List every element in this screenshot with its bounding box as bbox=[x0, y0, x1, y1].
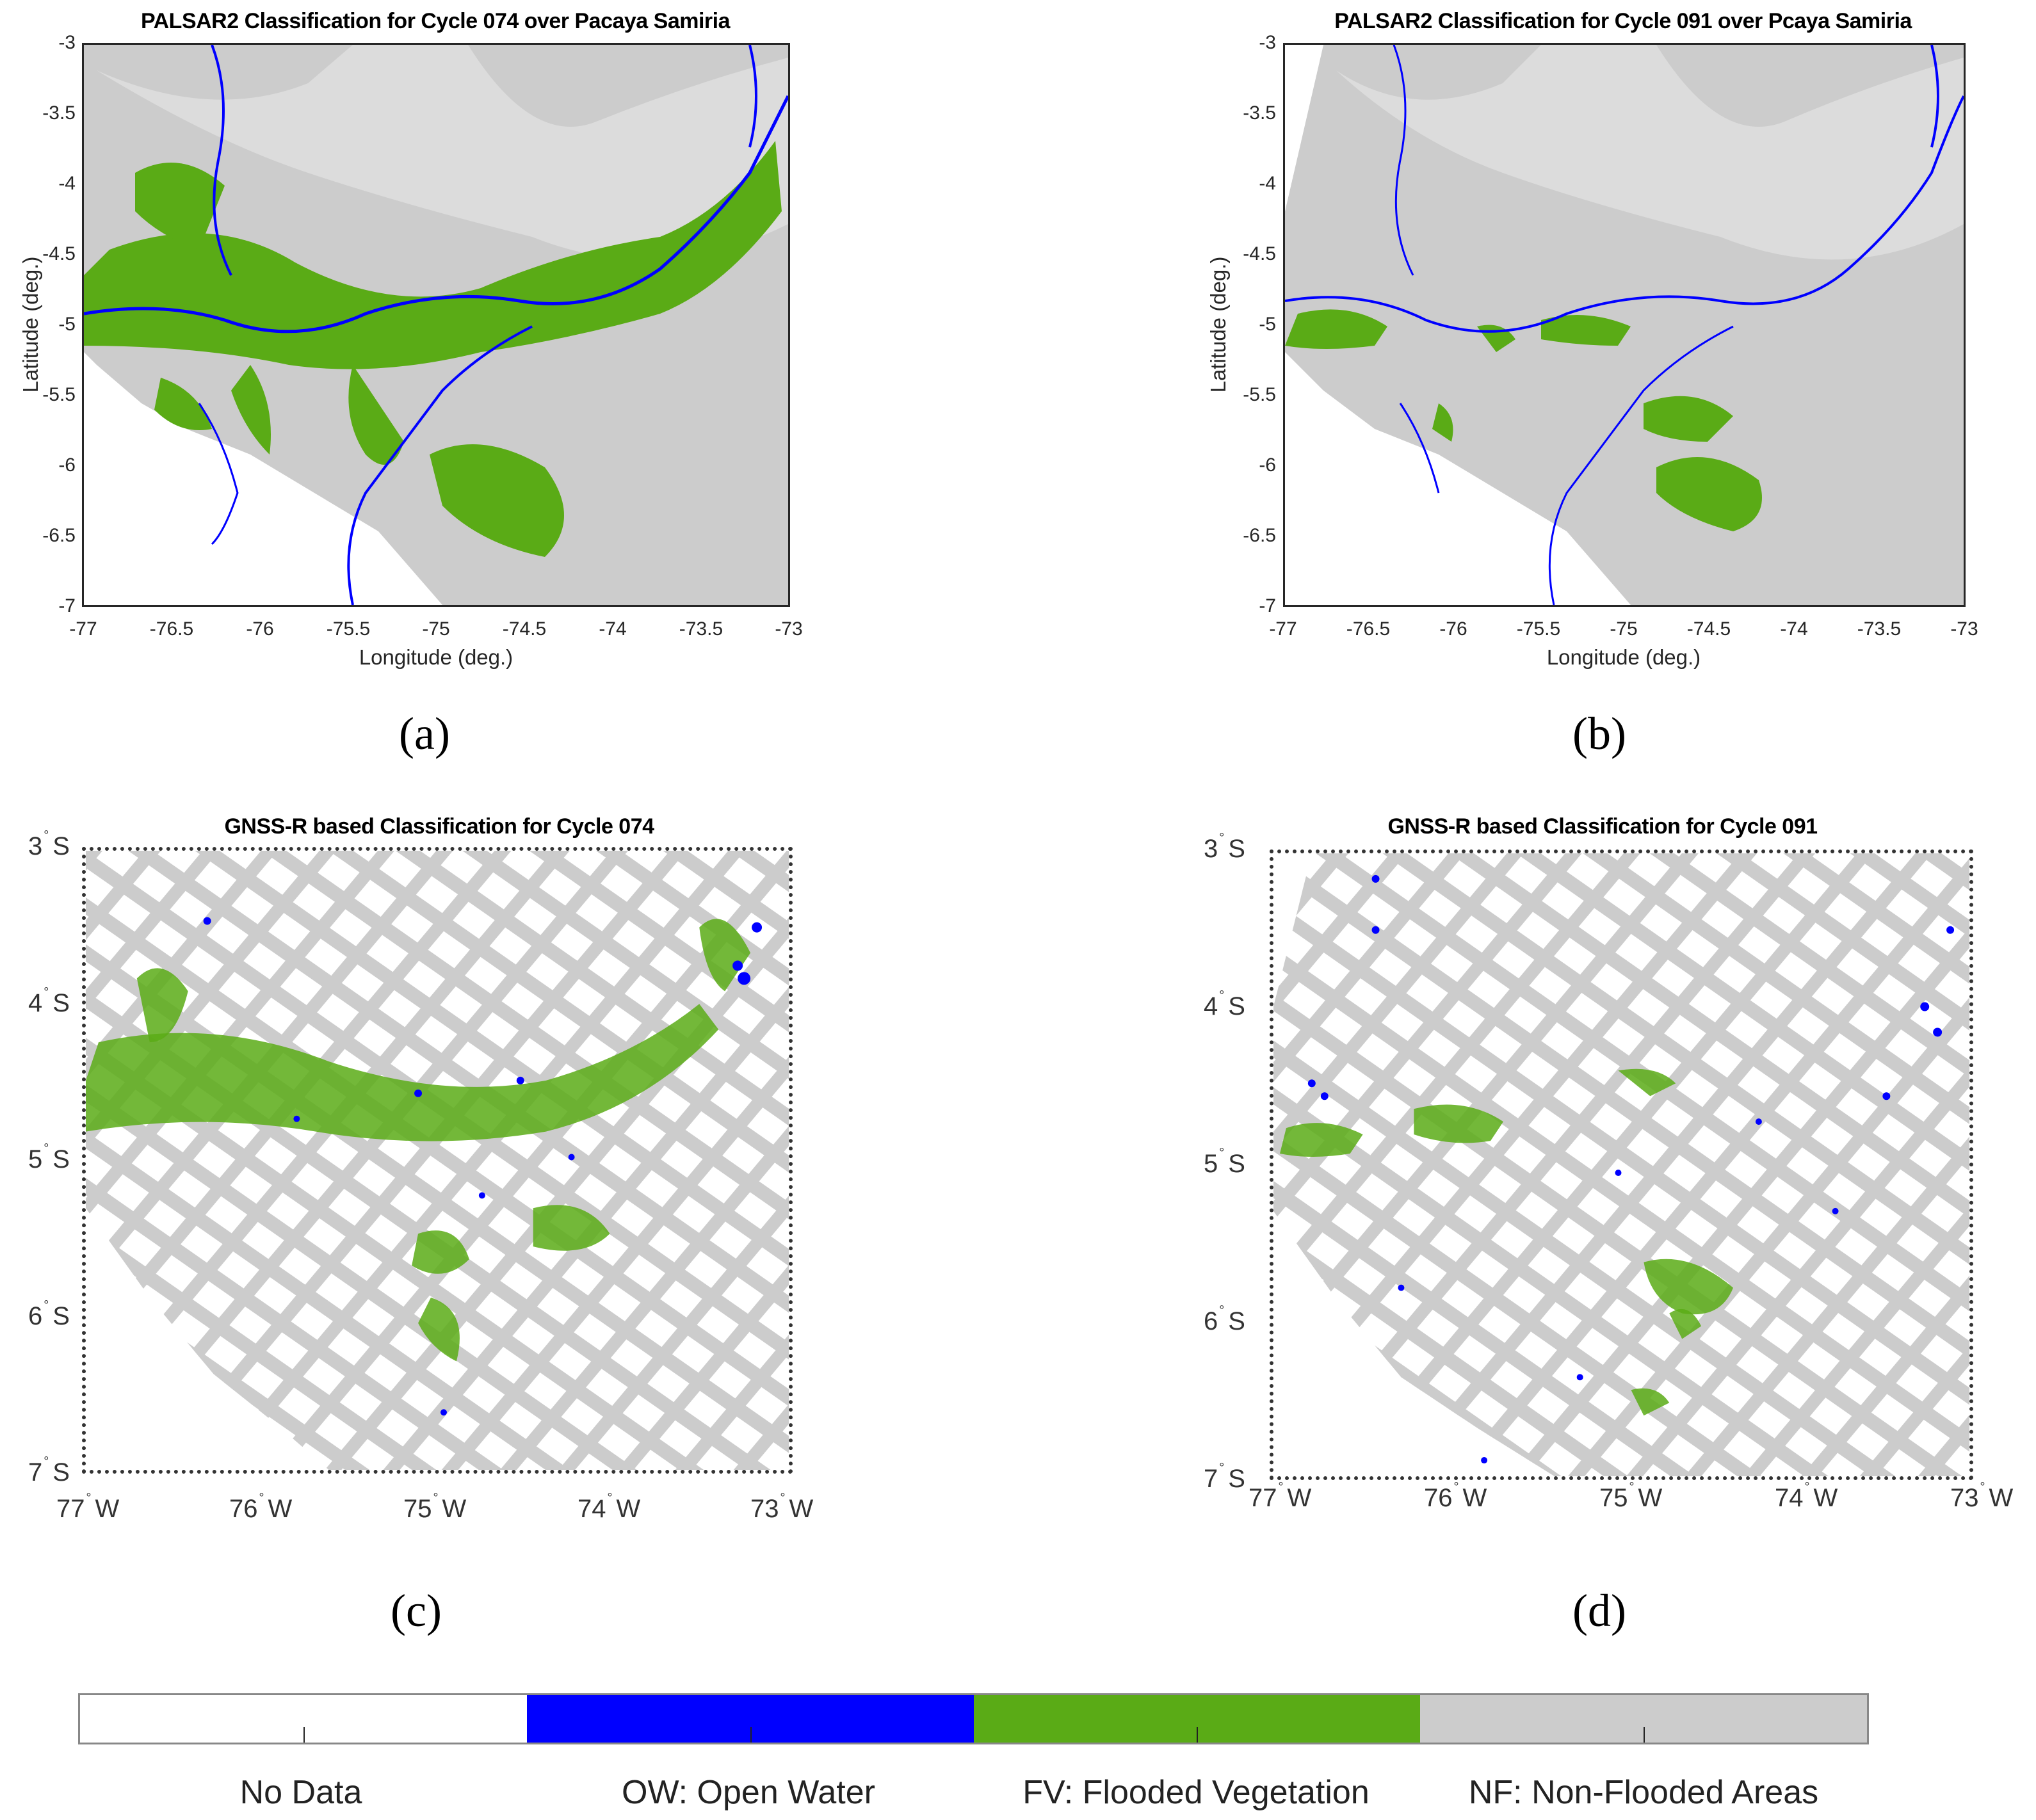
ytick: -6 bbox=[58, 455, 76, 476]
xtick: 73 ° W bbox=[1950, 1480, 2014, 1512]
ytick: -5.5 bbox=[42, 384, 76, 405]
ytick: 5 ° S bbox=[28, 1141, 70, 1173]
ytick: -3 bbox=[58, 32, 76, 53]
palsar-074-raster bbox=[84, 45, 788, 605]
xtick: -73 bbox=[775, 618, 803, 640]
xtick: -73.5 bbox=[679, 618, 723, 640]
ytick: 4 ° S bbox=[28, 985, 70, 1017]
legend-label-non-flooded: NF: Non-Flooded Areas bbox=[1468, 1774, 1819, 1811]
xtick: -76.5 bbox=[1346, 618, 1391, 640]
xtick: 73 ° W bbox=[750, 1491, 814, 1523]
xtick: -76 bbox=[246, 618, 274, 640]
legend-label-no-data: No Data bbox=[239, 1774, 362, 1811]
xtick: 74 ° W bbox=[1775, 1480, 1838, 1512]
panel-d-label: (d) bbox=[1572, 1585, 1626, 1636]
ytick: -6 bbox=[1259, 455, 1276, 476]
xtick: -74.5 bbox=[1686, 618, 1731, 640]
legend-swatch-flooded-vegetation bbox=[973, 1695, 1421, 1743]
palsar-091-xlabel: Longitude (deg.) bbox=[1546, 645, 1701, 669]
ytick: 3 ° S bbox=[28, 828, 70, 860]
gnss-091-map bbox=[1270, 850, 1973, 1480]
gnss-074-raster bbox=[86, 851, 789, 1470]
ytick: -4 bbox=[1259, 173, 1276, 194]
legend-swatch-no-data bbox=[80, 1695, 527, 1743]
xtick: -73 bbox=[1950, 618, 1978, 640]
palsar-074-ylabel: Latitude (deg.) bbox=[19, 256, 42, 393]
ytick: -4.5 bbox=[1243, 243, 1276, 264]
xtick: 74 ° W bbox=[578, 1491, 641, 1523]
panel-b-label: (b) bbox=[1572, 708, 1626, 759]
ytick: -7 bbox=[58, 595, 76, 616]
panel-c-label: (c) bbox=[391, 1585, 442, 1636]
xtick: 76 ° W bbox=[229, 1491, 293, 1523]
ytick: 3 ° S bbox=[1204, 831, 1245, 863]
xtick: -75.5 bbox=[326, 618, 371, 640]
xtick: -73.5 bbox=[1857, 618, 1902, 640]
ytick: -3.5 bbox=[1243, 102, 1276, 124]
xtick: 77 ° W bbox=[1248, 1480, 1312, 1512]
gnss-074-map bbox=[82, 847, 793, 1474]
xtick: -76.5 bbox=[149, 618, 194, 640]
palsar-091-raster bbox=[1285, 45, 1964, 605]
xtick: 75 ° W bbox=[403, 1491, 467, 1523]
palsar-091-map bbox=[1283, 43, 1966, 607]
gnss-091-raster bbox=[1273, 853, 1969, 1476]
ytick: 7 ° S bbox=[1204, 1461, 1245, 1493]
legend-colorbar bbox=[78, 1693, 1869, 1744]
ytick: -3.5 bbox=[42, 102, 76, 124]
xtick: -74 bbox=[599, 618, 627, 640]
ytick: -3 bbox=[1259, 32, 1276, 53]
ytick: -4 bbox=[58, 173, 76, 194]
xtick: -74.5 bbox=[502, 618, 547, 640]
panel-a-label: (a) bbox=[399, 708, 450, 759]
panel-a-title: PALSAR2 Classification for Cycle 074 ove… bbox=[140, 9, 731, 33]
ytick: 6 ° S bbox=[28, 1298, 70, 1330]
panel-c-title: GNSS-R based Classification for Cycle 07… bbox=[224, 814, 654, 839]
xtick: -75 bbox=[422, 618, 450, 640]
xtick: -76 bbox=[1439, 618, 1467, 640]
ytick: 5 ° S bbox=[1204, 1146, 1245, 1178]
ytick: -5 bbox=[58, 314, 76, 335]
panel-b-title: PALSAR2 Classification for Cycle 091 ove… bbox=[1334, 9, 1912, 33]
ytick: -4.5 bbox=[42, 243, 76, 264]
ytick: 7 ° S bbox=[28, 1454, 70, 1486]
xtick: 77 ° W bbox=[56, 1491, 120, 1523]
xtick: -75.5 bbox=[1516, 618, 1561, 640]
ytick: -6.5 bbox=[1243, 525, 1276, 546]
ytick: -7 bbox=[1259, 595, 1276, 616]
xtick: -77 bbox=[1269, 618, 1297, 640]
xtick: -75 bbox=[1610, 618, 1638, 640]
legend-label-open-water: OW: Open Water bbox=[622, 1774, 875, 1811]
palsar-074-xlabel: Longitude (deg.) bbox=[359, 645, 513, 669]
xtick: 76 ° W bbox=[1424, 1480, 1487, 1512]
panel-d-title: GNSS-R based Classification for Cycle 09… bbox=[1387, 814, 1818, 839]
legend-label-flooded-vegetation: FV: Flooded Vegetation bbox=[1022, 1774, 1369, 1811]
legend-swatch-non-flooded bbox=[1420, 1695, 1867, 1743]
ytick: 6 ° S bbox=[1204, 1303, 1245, 1335]
xtick: -74 bbox=[1780, 618, 1808, 640]
ytick: -5 bbox=[1259, 314, 1276, 335]
xtick: 75 ° W bbox=[1599, 1480, 1663, 1512]
palsar-074-map bbox=[82, 43, 790, 607]
ytick: 4 ° S bbox=[1204, 988, 1245, 1020]
ytick: -5.5 bbox=[1243, 384, 1276, 405]
palsar-091-ylabel: Latitude (deg.) bbox=[1206, 256, 1230, 393]
ytick: -6.5 bbox=[42, 525, 76, 546]
legend-swatch-open-water bbox=[526, 1695, 974, 1743]
xtick: -77 bbox=[69, 618, 97, 640]
